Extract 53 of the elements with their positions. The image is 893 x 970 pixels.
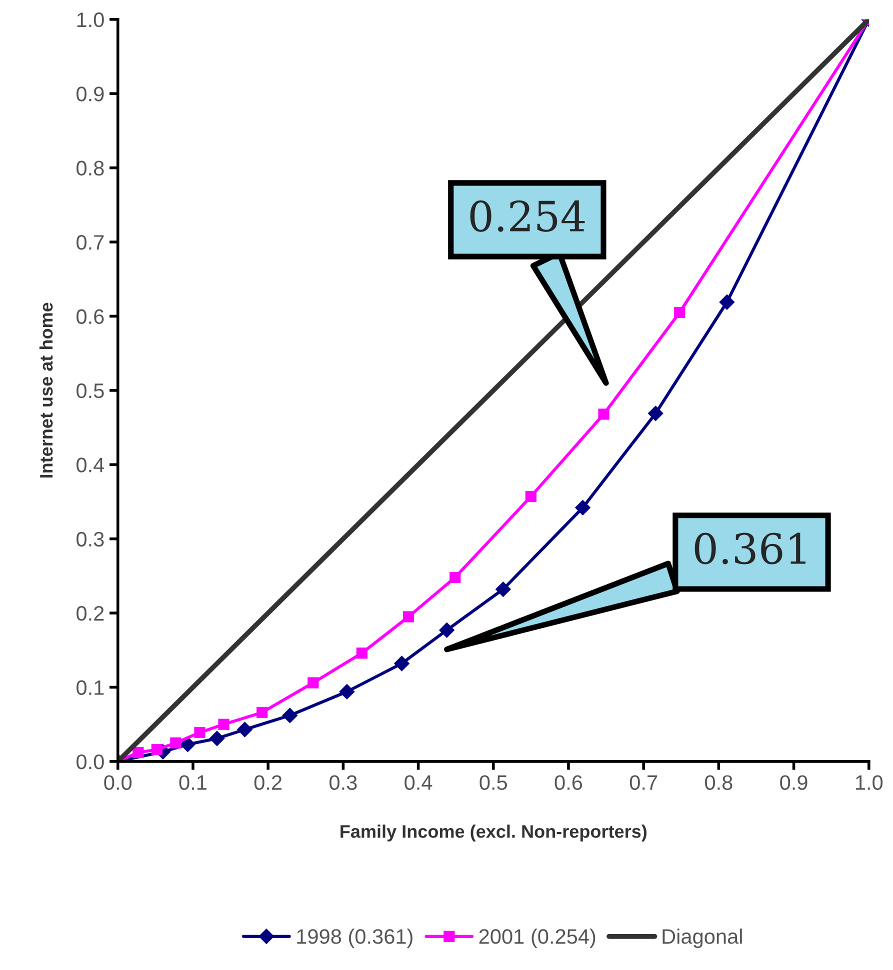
- annotation: 0.254: [470, 200, 585, 232]
- point: [209, 730, 225, 746]
- y-tick-label: 0.9: [76, 86, 104, 102]
- y-tick-label: 0.4: [76, 458, 104, 472]
- y-axis-title: Internet use at home: [39, 302, 53, 478]
- x-tick-label: 0.2: [254, 775, 282, 790]
- point: [339, 684, 355, 700]
- point: [438, 622, 455, 638]
- point: [218, 718, 230, 730]
- x-tick-label: 0.4: [404, 775, 432, 790]
- point: [495, 581, 512, 598]
- y-tick-label: 0.6: [76, 309, 104, 324]
- point: [719, 294, 735, 310]
- point: [256, 706, 268, 718]
- x-tick-label: 0.8: [705, 775, 732, 790]
- point: [132, 746, 144, 758]
- point: [402, 611, 414, 622]
- point: [236, 722, 253, 738]
- x-axis-title: Family Income (excl. Non-reporters): [340, 824, 647, 842]
- point: [598, 408, 610, 420]
- point: [674, 306, 686, 318]
- x-tick-label: 0.5: [480, 775, 507, 790]
- x-tick-label: 1.0: [856, 775, 883, 790]
- point: [648, 406, 664, 422]
- legend-label: 2001 (0.254): [479, 928, 596, 948]
- y-tick-label: 0.1: [76, 680, 104, 695]
- y-tick-label: 0.8: [76, 160, 104, 176]
- point: [170, 737, 182, 748]
- point: [282, 708, 298, 724]
- y-tick-label: 0.3: [76, 532, 104, 547]
- point: [308, 677, 319, 688]
- y-tick-label: 0.7: [76, 235, 104, 250]
- point: [574, 500, 591, 516]
- point: [356, 648, 368, 659]
- point: [180, 736, 196, 752]
- x-tick-label: 0.0: [104, 775, 132, 790]
- point: [394, 656, 410, 672]
- y-tick-label: 0.5: [76, 383, 104, 398]
- legend-label: Diagonal: [662, 928, 742, 948]
- point: [450, 572, 461, 583]
- x-tick-label: 0.6: [554, 775, 582, 790]
- legend-label: 1998 (0.361): [297, 928, 412, 948]
- x-tick-label: 0.9: [780, 775, 808, 790]
- x-tick-label: 0.7: [630, 775, 658, 790]
- point: [525, 490, 536, 502]
- point: [151, 744, 162, 756]
- x-tick-label: 0.3: [330, 775, 357, 790]
- annotation: 0.361: [694, 532, 806, 564]
- y-tick-label: 1.0: [77, 12, 104, 28]
- point: [194, 726, 206, 738]
- y-tick-label: 0.0: [76, 754, 104, 770]
- x-tick-label: 0.1: [179, 775, 206, 790]
- y-tick-label: 0.2: [76, 606, 104, 621]
